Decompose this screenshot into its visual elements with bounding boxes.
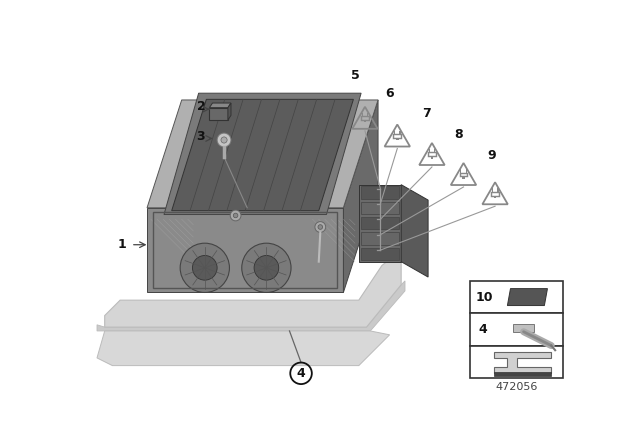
Text: 8: 8 (454, 128, 463, 141)
Bar (497, 188, 499, 192)
Bar (428, 152, 436, 156)
Text: 10: 10 (476, 291, 493, 304)
Bar (361, 186, 399, 198)
Text: 7: 7 (422, 108, 431, 121)
Circle shape (242, 243, 291, 293)
Bar (361, 116, 369, 120)
Text: 5: 5 (351, 69, 359, 82)
Bar (434, 149, 435, 153)
Text: 4: 4 (297, 367, 305, 380)
Bar (429, 149, 430, 153)
Circle shape (230, 210, 241, 221)
Bar (431, 156, 433, 159)
Bar (361, 248, 399, 260)
Polygon shape (228, 103, 231, 120)
Bar (493, 372, 551, 375)
Polygon shape (359, 185, 401, 262)
Bar (367, 113, 369, 116)
Polygon shape (508, 289, 547, 306)
Text: 3: 3 (196, 130, 205, 143)
Polygon shape (147, 100, 378, 208)
Bar (470, 313, 563, 345)
Bar (361, 233, 399, 245)
Text: 4: 4 (478, 323, 487, 336)
Polygon shape (513, 324, 534, 332)
Polygon shape (344, 100, 378, 293)
Bar (394, 130, 395, 134)
Circle shape (318, 225, 323, 229)
Circle shape (315, 222, 326, 233)
Polygon shape (401, 185, 428, 277)
Text: 1: 1 (117, 238, 126, 251)
Circle shape (180, 243, 230, 293)
Circle shape (193, 255, 217, 280)
Text: 472056: 472056 (495, 382, 538, 392)
Polygon shape (147, 208, 344, 293)
Bar (399, 130, 401, 134)
Circle shape (221, 137, 227, 143)
Text: 6: 6 (385, 87, 394, 100)
Bar (209, 108, 228, 120)
Bar (394, 134, 401, 138)
Polygon shape (97, 281, 405, 331)
Bar (470, 345, 563, 378)
Bar (362, 113, 363, 116)
Bar (460, 172, 467, 177)
Polygon shape (172, 99, 353, 211)
Polygon shape (209, 103, 231, 108)
Bar (462, 177, 465, 179)
Bar (396, 138, 399, 140)
Bar (494, 196, 497, 198)
Polygon shape (97, 331, 390, 366)
Text: 9: 9 (488, 149, 497, 162)
Circle shape (234, 213, 238, 218)
Bar (364, 120, 366, 122)
Circle shape (254, 255, 279, 280)
Polygon shape (105, 250, 401, 327)
Polygon shape (493, 352, 551, 373)
Bar (460, 169, 461, 172)
Bar (361, 202, 399, 214)
Text: 2: 2 (197, 99, 206, 112)
Bar (466, 169, 467, 172)
Bar (361, 217, 399, 229)
Polygon shape (164, 93, 361, 215)
Bar (470, 281, 563, 313)
Circle shape (217, 133, 231, 147)
Bar (492, 192, 499, 196)
Bar (492, 188, 493, 192)
